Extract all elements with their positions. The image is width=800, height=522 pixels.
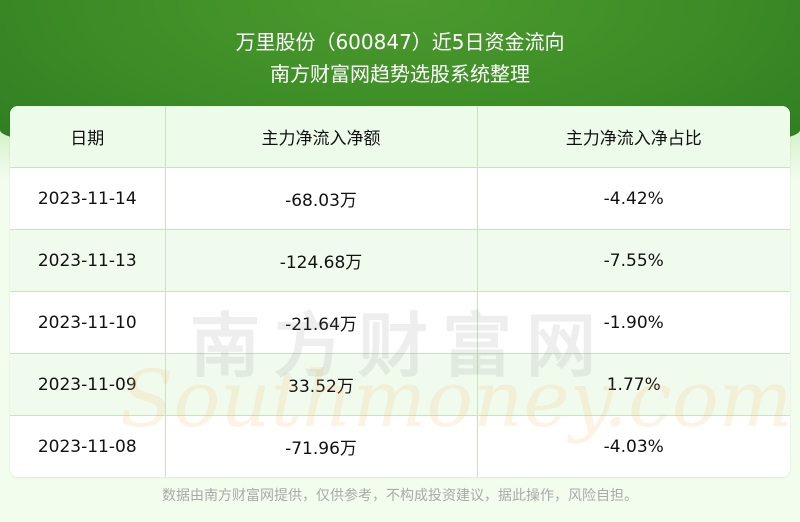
table-row: 2023-11-13 -124.68万 -7.55% — [10, 229, 790, 292]
cell-net-ratio: -1.90% — [476, 291, 790, 354]
fund-flow-table: 日期 主力净流入净额 主力净流入净占比 2023-11-14 -68.03万 -4.… — [10, 106, 790, 477]
page-title: 万里股份（600847）近5日资金流向 — [235, 30, 565, 54]
cell-net-ratio: -7.55% — [476, 229, 790, 292]
disclaimer: 数据由南方财富网提供，仅供参考，不构成投资建议，据此操作，风险自担。 — [162, 488, 638, 504]
column-header-date: 日期 — [10, 106, 166, 168]
table-header-row: 日期 主力净流入净额 主力净流入净占比 — [10, 106, 790, 168]
table-row: 2023-11-09 33.52万 1.77% — [10, 353, 790, 416]
cell-net-ratio: 1.77% — [476, 353, 790, 416]
cell-date: 2023-11-14 — [10, 167, 166, 230]
cell-net-amount: -68.03万 — [164, 167, 478, 230]
cell-date: 2023-11-13 — [10, 229, 166, 292]
table-row: 2023-11-14 -68.03万 -4.42% — [10, 167, 790, 230]
page-subtitle: 南方财富网趋势选股系统整理 — [270, 62, 530, 86]
cell-net-amount: -71.96万 — [164, 415, 478, 477]
cell-net-amount: 33.52万 — [164, 353, 478, 416]
fund-flow-table-card: 日期 主力净流入净额 主力净流入净占比 2023-11-14 -68.03万 -4.… — [10, 106, 790, 477]
cell-date: 2023-11-09 — [10, 353, 166, 416]
cell-net-amount: -124.68万 — [164, 229, 478, 292]
cell-net-ratio: -4.42% — [476, 167, 790, 230]
cell-date: 2023-11-08 — [10, 415, 166, 477]
cell-date: 2023-11-10 — [10, 291, 166, 354]
column-header-net-amount: 主力净流入净额 — [164, 106, 478, 168]
cell-net-ratio: -4.03% — [476, 415, 790, 477]
cell-net-amount: -21.64万 — [164, 291, 478, 354]
column-header-net-ratio: 主力净流入净占比 — [476, 106, 790, 168]
table-row: 2023-11-10 -21.64万 -1.90% — [10, 291, 790, 354]
table-row: 2023-11-08 -71.96万 -4.03% — [10, 415, 790, 477]
